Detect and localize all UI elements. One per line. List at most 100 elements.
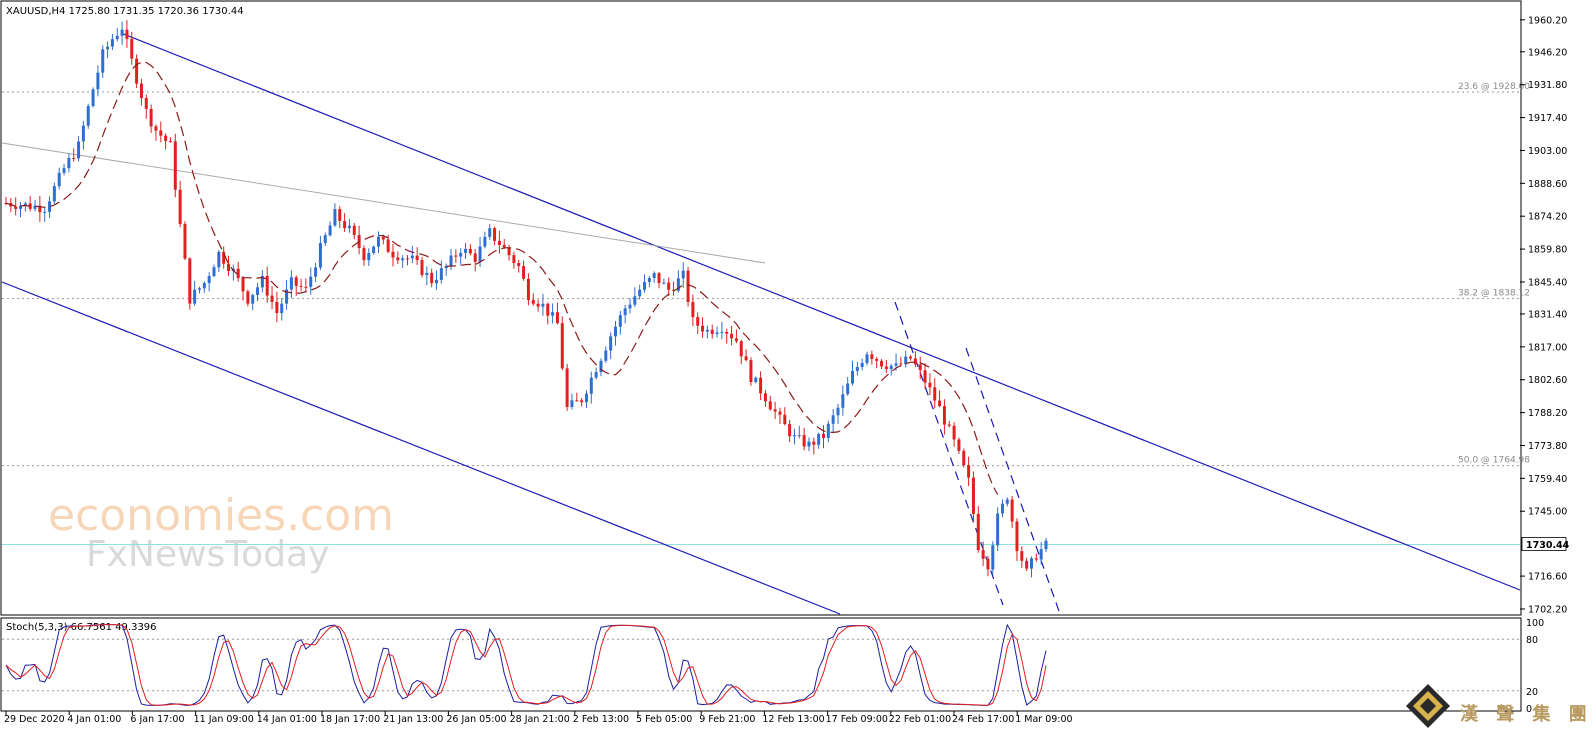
candle-body [464, 248, 468, 253]
candle-body [696, 317, 700, 326]
y-tick-label: 1773.80 [1528, 441, 1567, 452]
candle-body [1000, 503, 1004, 514]
candle-body [933, 387, 937, 401]
x-tick-label: 5 Feb 05:00 [636, 714, 692, 725]
candle-body [638, 289, 642, 297]
candle-body [584, 393, 588, 403]
fib-level-label: 23.6 @ 1928.60 [1458, 82, 1530, 92]
candle-body [488, 228, 492, 237]
chart-title: XAUUSD,H4 1725.80 1731.35 1720.36 1730.4… [6, 6, 244, 17]
candle-body [110, 39, 114, 47]
watermark-fxnewstoday: FxNewsToday [86, 534, 329, 575]
candle-body [860, 363, 864, 367]
logo-icon [1406, 684, 1450, 728]
candle-body [981, 550, 985, 559]
y-tick-label: 1716.60 [1528, 572, 1567, 583]
watermark-economies: economies.com [48, 490, 394, 541]
stoch-main-line [5, 623, 1047, 706]
candle-body [647, 277, 651, 282]
moving-average-line [5, 61, 999, 495]
candle-body [686, 270, 690, 302]
candle-body [19, 205, 23, 209]
candle-body [565, 368, 569, 407]
candle-body [197, 288, 201, 290]
channel-upper-line [120, 32, 1521, 591]
candle-body [425, 272, 429, 276]
candle-body [831, 415, 835, 424]
candle-body [372, 246, 376, 253]
candle-body [676, 278, 680, 291]
x-tick-label: 18 Jan 17:00 [320, 714, 380, 725]
candle-body [715, 332, 719, 334]
stoch-tick-label: 80 [1526, 635, 1538, 646]
candle-body [236, 268, 240, 279]
x-tick-label: 24 Feb 17:00 [952, 714, 1014, 725]
candle-body [168, 140, 172, 142]
candle-body [594, 372, 598, 378]
candle-body [478, 246, 482, 262]
candle-body [667, 282, 671, 290]
candle-body [454, 255, 458, 257]
candle-body [270, 295, 274, 302]
candle-body [323, 235, 327, 244]
short-channel-right [965, 347, 1061, 615]
candle-body [241, 278, 245, 292]
candle-body [643, 281, 647, 290]
y-tick-label: 1874.20 [1528, 212, 1567, 223]
candle-body [899, 363, 903, 365]
candle-body [880, 360, 884, 367]
candle-body [1010, 499, 1014, 522]
candle-body [1029, 558, 1033, 569]
stoch-tick-label: 100 [1526, 618, 1544, 629]
candle-body [531, 300, 535, 304]
candle-body [788, 424, 792, 437]
candle-body [1005, 499, 1009, 504]
candle-body [130, 38, 134, 59]
stoch-tick-label: 20 [1526, 687, 1538, 698]
candle-body [971, 477, 975, 514]
candle-body [72, 157, 76, 159]
candle-body [338, 209, 342, 221]
candle-body [1039, 549, 1043, 560]
candle-body [502, 245, 506, 248]
stoch-panel-frame [0, 617, 1522, 712]
candle-body [759, 377, 763, 394]
candle-body [918, 364, 922, 371]
candle-body [415, 255, 419, 261]
candle-body [991, 545, 995, 570]
candle-body [33, 205, 37, 209]
candle-body [251, 295, 255, 304]
candle-body [120, 29, 124, 36]
candle-body [725, 331, 729, 334]
candle-body [473, 253, 477, 262]
candle-body [889, 365, 893, 369]
candle-body [681, 270, 685, 279]
candle-body [328, 225, 332, 236]
candle-body [449, 255, 453, 266]
candle-body [81, 125, 85, 142]
x-tick-label: 4 Jan 01:00 [67, 714, 121, 725]
x-tick-label: 6 Jan 17:00 [130, 714, 184, 725]
candle-body [459, 252, 463, 257]
candle-body [352, 225, 356, 235]
y-tick-label: 1702.20 [1528, 604, 1567, 615]
candle-body [362, 248, 366, 261]
candle-body [430, 272, 434, 284]
candle-body [773, 409, 777, 412]
candle-body [802, 435, 806, 447]
candle-body [826, 423, 830, 438]
candle-body [821, 433, 825, 438]
candle-body [246, 291, 250, 304]
x-tick-label: 14 Jan 01:00 [257, 714, 317, 725]
candle-body [347, 225, 351, 229]
x-tick-label: 26 Jan 05:00 [446, 714, 506, 725]
candle-body [14, 206, 18, 209]
main-panel-frame [0, 0, 1522, 616]
candle-body [851, 370, 855, 384]
candle-body [52, 186, 56, 202]
candle-body [183, 223, 187, 259]
candle-body [754, 377, 758, 383]
candle-body [996, 513, 1000, 546]
candle-body [739, 341, 743, 357]
candle-body [1025, 560, 1029, 569]
